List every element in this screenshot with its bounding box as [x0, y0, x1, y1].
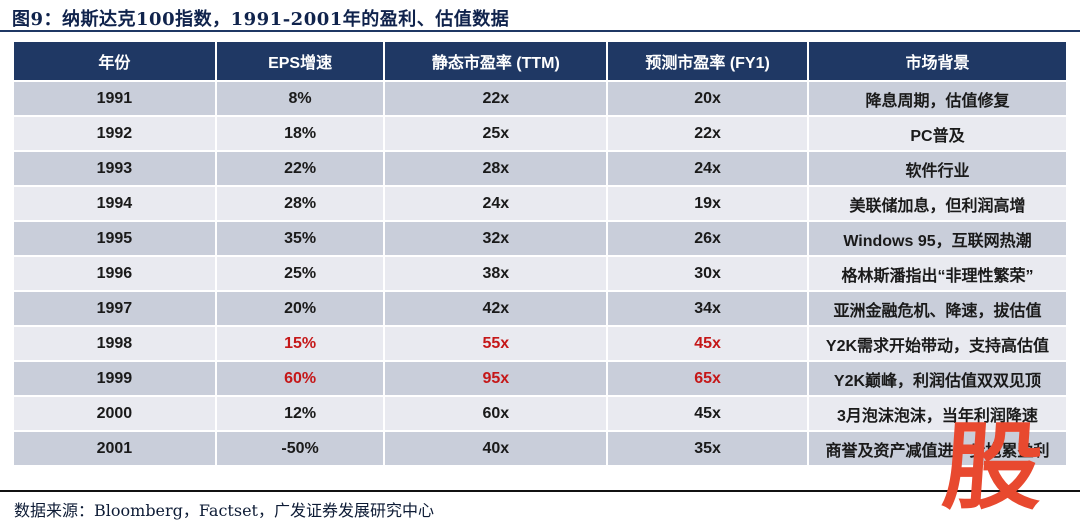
data-table: 年份 EPS增速 静态市盈率 (TTM) 预测市盈率 (FY1) 市场背景 1991 8%… [12, 40, 1068, 467]
cell-year: 2000 [14, 397, 215, 430]
cell-note: 美联储加息，但利润高增 [808, 187, 1066, 220]
cell-fy1: 20x [608, 82, 807, 115]
cell-year: 1996 [14, 257, 215, 290]
cell-ttm: 22x [385, 82, 607, 115]
cell-year: 1991 [14, 82, 215, 115]
table-body: 1991 8% 22x 20x 降息周期，估值修复 1992 18% 25x 22x PC普及 19… [14, 82, 1066, 465]
title-divider [0, 30, 1080, 32]
cell-year: 1993 [14, 152, 215, 185]
cell-note: PC普及 [808, 117, 1066, 150]
column-header-0: 年份 [14, 42, 215, 80]
figure-title: 图9：纳斯达克100指数，1991-2001年的盈利、估值数据 [12, 9, 510, 30]
cell-year: 2001 [14, 432, 215, 465]
cell-year: 1997 [14, 292, 215, 325]
cell-note: 商誉及资产减值进一步拖累盈利 [808, 432, 1066, 465]
cell-fy1: 19x [608, 187, 807, 220]
cell-eps: 22% [216, 152, 384, 185]
cell-ttm: 95x [385, 362, 607, 395]
cell-eps: 18% [216, 117, 384, 150]
cell-eps: 15% [216, 327, 384, 360]
cell-fy1: 30x [608, 257, 807, 290]
cell-fy1: 45x [608, 397, 807, 430]
cell-note: Windows 95，互联网热潮 [808, 222, 1066, 255]
table-row: 1998 15% 55x 45x Y2K需求开始带动，支持高估值 [14, 327, 1066, 360]
cell-fy1: 26x [608, 222, 807, 255]
table-row: 1993 22% 28x 24x 软件行业 [14, 152, 1066, 185]
table-row: 1997 20% 42x 34x 亚洲金融危机、降速，拔估值 [14, 292, 1066, 325]
cell-ttm: 28x [385, 152, 607, 185]
column-header-4: 市场背景 [808, 42, 1066, 80]
cell-ttm: 55x [385, 327, 607, 360]
cell-fy1: 22x [608, 117, 807, 150]
cell-ttm: 40x [385, 432, 607, 465]
cell-ttm: 32x [385, 222, 607, 255]
data-source: 数据来源：Bloomberg，Factset，广发证券发展研究中心 [14, 501, 434, 520]
cell-eps: -50% [216, 432, 384, 465]
cell-ttm: 24x [385, 187, 607, 220]
cell-ttm: 60x [385, 397, 607, 430]
column-header-1: EPS增速 [216, 42, 384, 80]
cell-eps: 35% [216, 222, 384, 255]
table-header-row: 年份 EPS增速 静态市盈率 (TTM) 预测市盈率 (FY1) 市场背景 [14, 42, 1066, 80]
cell-ttm: 25x [385, 117, 607, 150]
cell-eps: 25% [216, 257, 384, 290]
table-row: 1992 18% 25x 22x PC普及 [14, 117, 1066, 150]
cell-fy1: 35x [608, 432, 807, 465]
cell-ttm: 38x [385, 257, 607, 290]
cell-eps: 8% [216, 82, 384, 115]
table-row: 2000 12% 60x 45x 3月泡沫泡沫，当年利润降速 [14, 397, 1066, 430]
cell-fy1: 65x [608, 362, 807, 395]
cell-note: 3月泡沫泡沫，当年利润降速 [808, 397, 1066, 430]
cell-fy1: 24x [608, 152, 807, 185]
cell-fy1: 45x [608, 327, 807, 360]
column-header-3: 预测市盈率 (FY1) [608, 42, 807, 80]
table-row: 1999 60% 95x 65x Y2K巅峰，利润估值双双见顶 [14, 362, 1066, 395]
cell-note: 降息周期，估值修复 [808, 82, 1066, 115]
cell-ttm: 42x [385, 292, 607, 325]
table-row: 1991 8% 22x 20x 降息周期，估值修复 [14, 82, 1066, 115]
cell-note: 亚洲金融危机、降速，拔估值 [808, 292, 1066, 325]
cell-note: 软件行业 [808, 152, 1066, 185]
column-header-2: 静态市盈率 (TTM) [385, 42, 607, 80]
cell-year: 1998 [14, 327, 215, 360]
table-row: 1995 35% 32x 26x Windows 95，互联网热潮 [14, 222, 1066, 255]
cell-year: 1994 [14, 187, 215, 220]
cell-year: 1992 [14, 117, 215, 150]
table-row: 1994 28% 24x 19x 美联储加息，但利润高增 [14, 187, 1066, 220]
cell-note: Y2K巅峰，利润估值双双见顶 [808, 362, 1066, 395]
cell-eps: 12% [216, 397, 384, 430]
table-row: 1996 25% 38x 30x 格林斯潘指出“非理性繁荣” [14, 257, 1066, 290]
cell-note: Y2K需求开始带动，支持高估值 [808, 327, 1066, 360]
cell-eps: 20% [216, 292, 384, 325]
cell-year: 1999 [14, 362, 215, 395]
cell-fy1: 34x [608, 292, 807, 325]
cell-note: 格林斯潘指出“非理性繁荣” [808, 257, 1066, 290]
cell-year: 1995 [14, 222, 215, 255]
table-row: 2001 -50% 40x 35x 商誉及资产减值进一步拖累盈利 [14, 432, 1066, 465]
cell-eps: 60% [216, 362, 384, 395]
cell-eps: 28% [216, 187, 384, 220]
footer-divider [0, 490, 1080, 492]
